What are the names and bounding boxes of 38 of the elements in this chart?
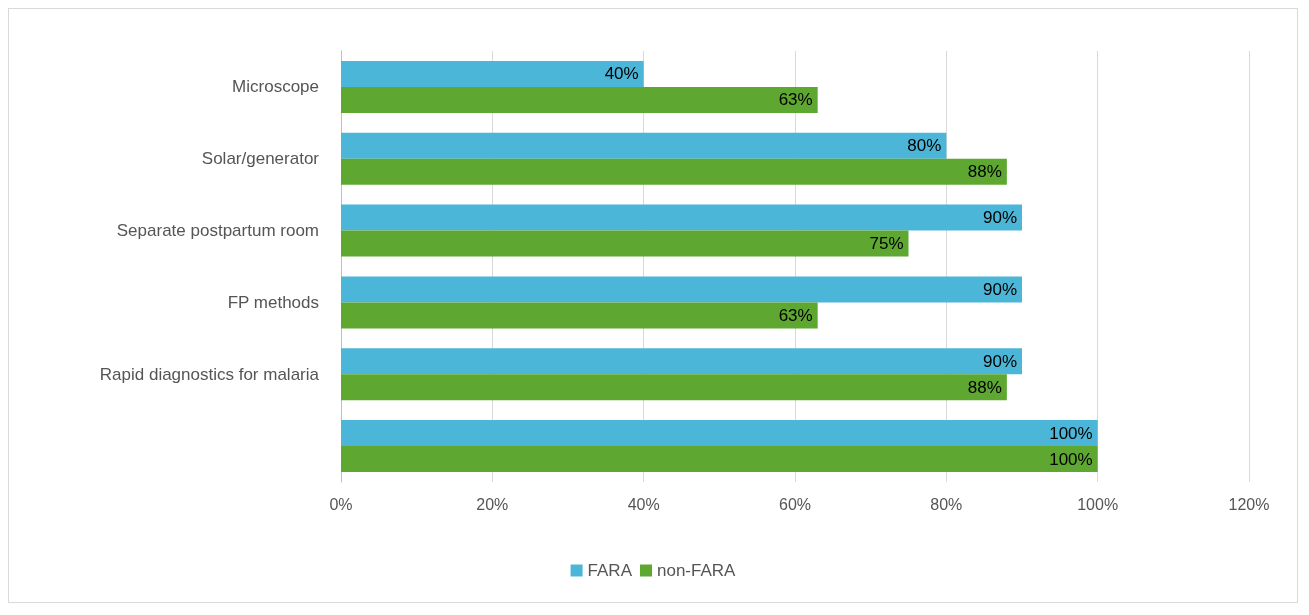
data-label: 80% bbox=[907, 136, 942, 156]
bar bbox=[341, 302, 818, 329]
bar bbox=[341, 230, 909, 257]
x-tick-label: 100% bbox=[1077, 495, 1119, 513]
data-label: 88% bbox=[967, 162, 1002, 182]
y-tick-label: Solar/generator bbox=[201, 149, 320, 169]
data-label: 40% bbox=[604, 64, 639, 84]
x-tick-label: 120% bbox=[1228, 495, 1270, 513]
legend-label: FARA bbox=[587, 561, 633, 580]
data-label: 90% bbox=[982, 279, 1017, 299]
data-label: 90% bbox=[982, 351, 1017, 371]
x-tick-label: 20% bbox=[476, 495, 509, 513]
bar bbox=[341, 204, 1022, 231]
bar bbox=[341, 374, 1007, 401]
y-tick-label: Separate postpartum room bbox=[116, 221, 319, 241]
x-tick-label: 60% bbox=[778, 495, 812, 513]
y-tick-label: Rapid diagnostics for malaria bbox=[99, 364, 320, 384]
data-label: 88% bbox=[967, 377, 1002, 397]
x-tick-label: 40% bbox=[627, 495, 660, 513]
data-label: 75% bbox=[869, 234, 904, 254]
bar bbox=[341, 158, 1007, 185]
data-label: 63% bbox=[778, 305, 813, 325]
bar bbox=[341, 60, 644, 87]
bar bbox=[341, 276, 1022, 303]
legend-label: non-FARA bbox=[656, 561, 737, 580]
bar bbox=[341, 132, 947, 159]
bar bbox=[341, 420, 1098, 447]
data-label: 63% bbox=[778, 90, 813, 110]
x-tick-label: 0% bbox=[329, 495, 353, 513]
x-tick-label: 80% bbox=[930, 495, 963, 513]
bar bbox=[341, 86, 818, 113]
data-label: 100% bbox=[1049, 423, 1093, 443]
y-tick-label: Microscope bbox=[232, 77, 319, 97]
data-label: 100% bbox=[1049, 449, 1093, 469]
bar bbox=[341, 348, 1022, 375]
bar bbox=[341, 446, 1098, 473]
data-label: 90% bbox=[982, 208, 1017, 228]
y-tick-label: FP methods bbox=[227, 292, 319, 312]
